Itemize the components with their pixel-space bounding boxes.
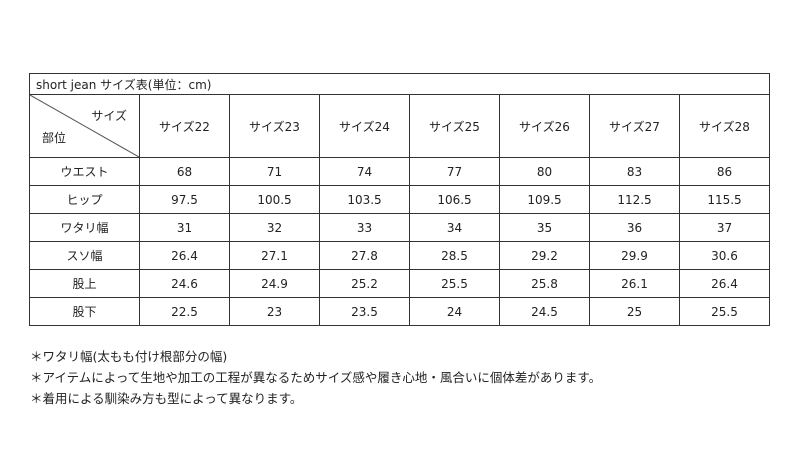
column-header: サイズ23 <box>229 94 320 158</box>
table-title: short jean サイズ表(単位：cm) <box>29 73 770 95</box>
table-cell: 100.5 <box>229 185 320 214</box>
table-row: 股下 22.5 23 23.5 24 24.5 25 25.5 <box>29 297 770 326</box>
corner-cell: サイズ 部位 <box>29 94 140 158</box>
table-cell: 86 <box>679 157 770 186</box>
table-cell: 24.9 <box>229 269 320 298</box>
table-cell: 24.6 <box>139 269 230 298</box>
table-cell: 26.1 <box>589 269 680 298</box>
row-label: ワタリ幅 <box>29 213 140 242</box>
corner-part-label: 部位 <box>42 131 67 145</box>
column-header: サイズ27 <box>589 94 680 158</box>
note-line: ＊アイテムによって生地や加工の工程が異なるためサイズ感や履き心地・風合いに個体差… <box>30 370 602 385</box>
table-cell: 33 <box>319 213 410 242</box>
row-label: ヒップ <box>29 185 140 214</box>
table-row: ウエスト 68 71 74 77 80 83 86 <box>29 157 770 186</box>
note-line: ＊着用による馴染み方も型によって異なります。 <box>30 391 303 406</box>
table-cell: 103.5 <box>319 185 410 214</box>
table-cell: 34 <box>409 213 500 242</box>
notes: ＊ワタリ幅(太もも付け根部分の幅) ＊アイテムによって生地や加工の工程が異なるため… <box>30 346 601 409</box>
table-cell: 23.5 <box>319 297 410 326</box>
table-cell: 97.5 <box>139 185 230 214</box>
table-cell: 24 <box>409 297 500 326</box>
table-cell: 112.5 <box>589 185 680 214</box>
table-cell: 28.5 <box>409 241 500 270</box>
table-cell: 26.4 <box>139 241 230 270</box>
column-header: サイズ26 <box>499 94 590 158</box>
table-cell: 30.6 <box>679 241 770 270</box>
table-cell: 31 <box>139 213 230 242</box>
table-row: ワタリ幅 31 32 33 34 35 36 37 <box>29 213 770 242</box>
table-cell: 25.5 <box>679 297 770 326</box>
column-header: サイズ24 <box>319 94 410 158</box>
table-cell: 22.5 <box>139 297 230 326</box>
table-cell: 25.8 <box>499 269 590 298</box>
table-cell: 80 <box>499 157 590 186</box>
table-cell: 29.2 <box>499 241 590 270</box>
table-row: ヒップ 97.5 100.5 103.5 106.5 109.5 112.5 115.5 <box>29 185 770 214</box>
table-cell: 32 <box>229 213 320 242</box>
table-cell: 36 <box>589 213 680 242</box>
size-table: short jean サイズ表(単位：cm) サイズ 部位 サイズ22 サイズ23… <box>29 73 770 326</box>
row-label: 股下 <box>29 297 140 326</box>
note-line: ＊ワタリ幅(太もも付け根部分の幅) <box>30 349 228 364</box>
table-cell: 77 <box>409 157 500 186</box>
table-cell: 23 <box>229 297 320 326</box>
table-row: スソ幅 26.4 27.1 27.8 28.5 29.2 29.9 30.6 <box>29 241 770 270</box>
table-cell: 71 <box>229 157 320 186</box>
column-header: サイズ25 <box>409 94 500 158</box>
table-cell: 25.5 <box>409 269 500 298</box>
table-cell: 25.2 <box>319 269 410 298</box>
table-cell: 115.5 <box>679 185 770 214</box>
table-row: 股上 24.6 24.9 25.2 25.5 25.8 26.1 26.4 <box>29 269 770 298</box>
row-label: 股上 <box>29 269 140 298</box>
table-cell: 68 <box>139 157 230 186</box>
table-cell: 27.8 <box>319 241 410 270</box>
table-cell: 109.5 <box>499 185 590 214</box>
table-cell: 35 <box>499 213 590 242</box>
row-label: スソ幅 <box>29 241 140 270</box>
corner-size-label: サイズ <box>91 109 127 123</box>
table-cell: 83 <box>589 157 680 186</box>
table-cell: 74 <box>319 157 410 186</box>
table-cell: 29.9 <box>589 241 680 270</box>
table-cell: 24.5 <box>499 297 590 326</box>
column-header: サイズ28 <box>679 94 770 158</box>
table-cell: 37 <box>679 213 770 242</box>
table-cell: 27.1 <box>229 241 320 270</box>
row-label: ウエスト <box>29 157 140 186</box>
table-cell: 106.5 <box>409 185 500 214</box>
column-header: サイズ22 <box>139 94 230 158</box>
table-cell: 25 <box>589 297 680 326</box>
table-cell: 26.4 <box>679 269 770 298</box>
